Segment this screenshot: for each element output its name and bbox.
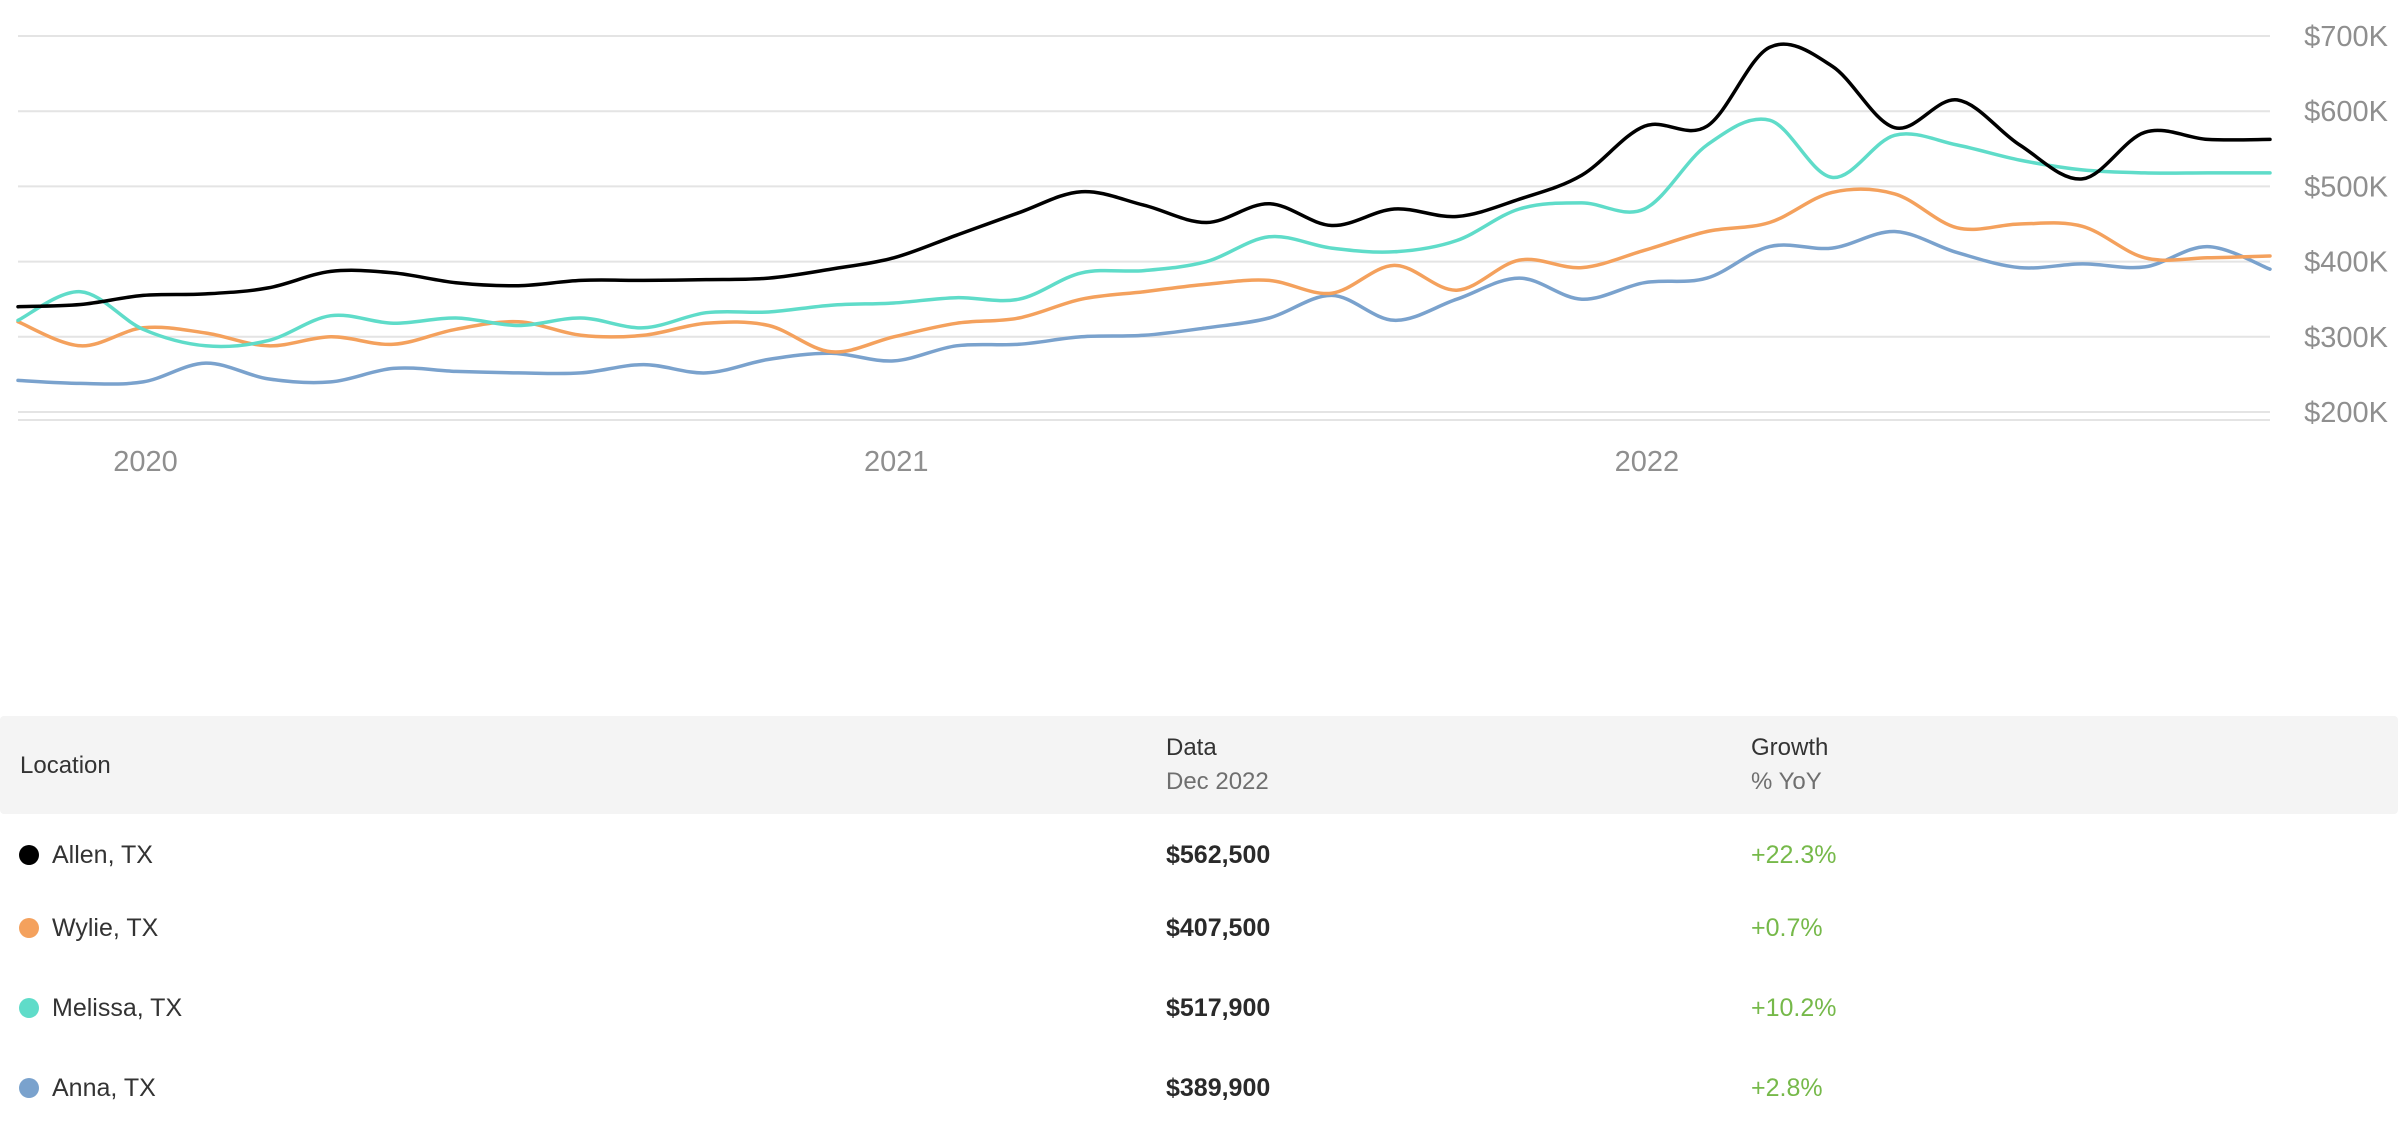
- y-tick-label: $200K: [2304, 397, 2389, 429]
- table-header: Location Data Dec 2022 Growth % YoY: [0, 716, 2398, 814]
- location-name: Allen, TX: [52, 841, 153, 869]
- line-chart: $200K$300K$400K$500K$600K$700K 2020 2021 2…: [16, 21, 2389, 478]
- y-tick-label: $400K: [2304, 247, 2389, 279]
- legend-dot: [19, 1078, 39, 1098]
- table-row[interactable]: Anna, TX $389,900 +2.8%: [0, 1073, 2398, 1133]
- x-tick-label: 2021: [864, 446, 929, 478]
- data-value: $517,900: [1166, 994, 1271, 1022]
- data-value: $389,900: [1166, 1074, 1271, 1102]
- series-lines: [16, 42, 2272, 386]
- table-row[interactable]: Wylie, TX $407,500 +0.7%: [0, 913, 2398, 973]
- table-row[interactable]: Allen, TX $562,500 +22.3%: [0, 840, 2398, 900]
- y-axis-ticks: $200K $300K $400K $500K $600K $700K: [2304, 21, 2389, 429]
- series-line-anna-tx: [16, 229, 2272, 386]
- series-line-melissa-tx: [16, 117, 2272, 349]
- series-line-wylie-tx: [16, 187, 2272, 354]
- x-tick-label: 2020: [113, 446, 178, 478]
- header-data-label: Data: [1166, 734, 1217, 761]
- header-growth: Growth % YoY: [1751, 734, 1828, 796]
- location-name: Wylie, TX: [52, 914, 159, 942]
- header-growth-label: Growth: [1751, 734, 1829, 761]
- header-growth-sub: % YoY: [1751, 768, 1822, 795]
- y-tick-label: $500K: [2304, 171, 2389, 203]
- x-tick-label: 2022: [1615, 446, 1680, 478]
- data-value: $407,500: [1166, 914, 1271, 942]
- table-row[interactable]: Melissa, TX $517,900 +10.2%: [0, 993, 2398, 1053]
- growth-value: +10.2%: [1751, 994, 1837, 1022]
- growth-value: +2.8%: [1751, 1074, 1823, 1102]
- y-tick-label: $300K: [2304, 322, 2389, 354]
- header-data: Data Dec 2022: [1166, 734, 1269, 796]
- y-tick-label: $700K: [2304, 21, 2389, 53]
- location-table: Location Data Dec 2022 Growth % YoY Alle…: [0, 716, 2406, 1102]
- grid-lines: [18, 35, 2270, 421]
- location-name: Melissa, TX: [52, 994, 183, 1022]
- header-location: Location: [20, 752, 111, 779]
- legend-dot: [19, 998, 39, 1018]
- legend-dot: [19, 845, 39, 865]
- x-axis-ticks: 2020 2021 2022: [113, 446, 1679, 478]
- header-data-sub: Dec 2022: [1166, 768, 1269, 795]
- location-name: Anna, TX: [52, 1074, 156, 1102]
- series-line-allen-tx: [16, 42, 2272, 309]
- growth-value: +0.7%: [1751, 914, 1823, 942]
- growth-value: +22.3%: [1751, 841, 1837, 869]
- legend-dot: [19, 918, 39, 938]
- data-value: $562,500: [1166, 841, 1271, 869]
- y-tick-label: $600K: [2304, 96, 2389, 128]
